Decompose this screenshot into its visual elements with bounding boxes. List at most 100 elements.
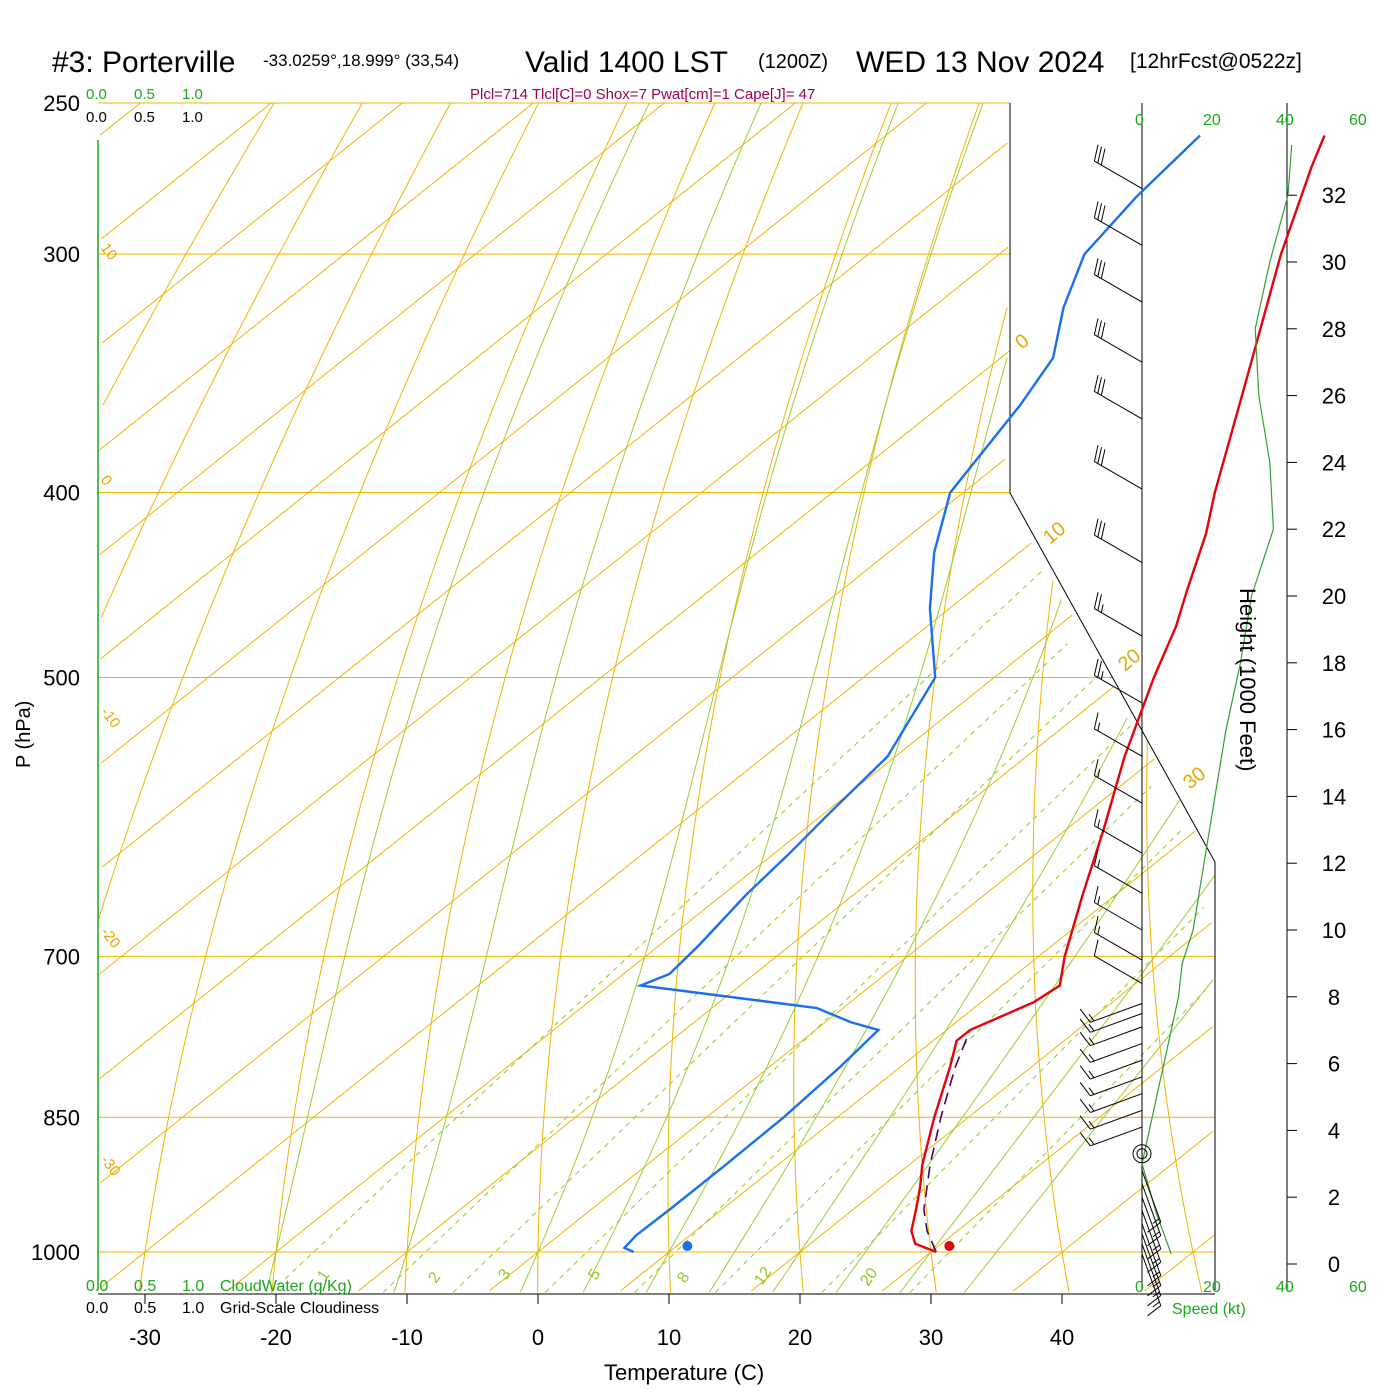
isotherm--40 (99, 458, 1006, 1184)
wind-barb (1079, 1059, 1143, 1080)
cloudwater-tick-top-0: 0.0 (86, 86, 107, 103)
y-axis-label: P (hPa) (13, 701, 35, 768)
wind-barb (1141, 1253, 1162, 1317)
isotherm--10 (357, 686, 1114, 1292)
forecast-label: [12hrFcst@0522z] (1130, 50, 1302, 73)
pressure-ticks: 250 300 400 500 700 850 1000 (31, 91, 80, 1265)
height-tick-label: 8 (1328, 985, 1340, 1010)
wind-barbs (1079, 144, 1162, 1317)
wind-barb (1093, 809, 1143, 854)
height-tick-label: 0 (1328, 1252, 1340, 1277)
wind-barb (1141, 1170, 1162, 1233)
height-tick-label: 14 (1322, 784, 1346, 809)
station-title: #3: Porterville (52, 46, 235, 79)
isotherm-label: 10 (97, 240, 121, 264)
wind-speed-trace (1141, 145, 1293, 1255)
cloudwater-tick-bottom-0: 0.0 (86, 1278, 108, 1295)
isotherm-label: -30 (97, 1152, 124, 1180)
cloudwater-tick-top-2: 1.0 (182, 86, 203, 103)
p-tick-label: 1000 (31, 1240, 80, 1265)
wind-barb (1093, 849, 1143, 894)
moist-adiabat-35 (964, 979, 1214, 1293)
height-tick-label: 32 (1322, 183, 1346, 208)
dry-adiabat-50 (1146, 741, 1203, 1293)
isotherm-label: -20 (97, 924, 124, 952)
x-tick-label: -30 (129, 1325, 161, 1350)
mixing-ratio-label: 20 (857, 1265, 881, 1289)
height-tick-label: 10 (1322, 918, 1346, 943)
dry-adiabat-20 (793, 102, 980, 1293)
speed-tick-bottom-3: 60 (1349, 1279, 1367, 1296)
wind-barb (1093, 201, 1143, 246)
p-tick-label: 300 (43, 242, 80, 267)
wind-barb (1141, 1183, 1162, 1247)
height-tick-label: 6 (1328, 1052, 1340, 1077)
wind-barb (1079, 1013, 1143, 1033)
utc-time: (1200Z) (758, 51, 828, 73)
wind-barb (1093, 258, 1143, 303)
isotherm-10 (619, 830, 1196, 1292)
x-tick-label: 20 (788, 1325, 812, 1350)
dry-adiabat-label: 0 (1011, 330, 1034, 354)
cloudiness-tick-bottom-0: 0.0 (86, 1300, 108, 1317)
height-tick-label: 24 (1322, 450, 1346, 475)
cloudwater-tick-bottom-2: 1.0 (182, 1278, 204, 1295)
isotherm--20 (226, 614, 1073, 1292)
mixing-ratio-8 (634, 785, 1152, 1293)
isotherm--60 (97, 246, 1009, 976)
dry-adiabat-10 (667, 102, 892, 1293)
dry-adiabat-label: 10 (1039, 518, 1070, 549)
cloudiness-tick-bottom-2: 1.0 (182, 1300, 204, 1317)
wind-barb (1093, 712, 1143, 757)
height-tick-label: 28 (1322, 317, 1346, 342)
sounding-series (622, 134, 1326, 1255)
isotherm--50 (98, 350, 1010, 1080)
mixing-ratio-2 (382, 643, 1068, 1293)
x-tick-label: 10 (657, 1325, 681, 1350)
height-tick-label: 18 (1322, 651, 1346, 676)
x-axis-label: Temperature (C) (604, 1360, 764, 1385)
wind-barb (1093, 592, 1143, 637)
wind-barb (1093, 916, 1143, 961)
cloudiness-label: Grid-Scale Cloudiness (220, 1300, 379, 1317)
isotherm--80 (100, 102, 927, 764)
station-coords: -33.0259°,18.999° (33,54) (263, 51, 459, 70)
p-tick-label: 400 (43, 481, 80, 506)
speed-tick-bottom-1: 20 (1203, 1279, 1221, 1296)
moist-adiabat-30 (899, 875, 1216, 1293)
dewpoint-trace (622, 134, 1201, 1254)
isotherm--130 (100, 102, 272, 240)
stability-indices: Plcl=714 Tlcl[C]=0 Shox=7 Pwat[cm]=1 Cap… (470, 86, 815, 103)
dry-adiabat--20 (271, 102, 628, 1293)
mixing-ratio-lines (270, 571, 1205, 1293)
mixing-ratio-label: 3 (495, 1266, 514, 1283)
wind-barb (1079, 1043, 1143, 1063)
p-tick-label: 850 (43, 1105, 80, 1130)
isotherm-20 (750, 922, 1212, 1292)
speed-tick-top-2: 40 (1276, 112, 1294, 129)
mixing-ratio-5 (544, 725, 1131, 1293)
wind-barb (1079, 1026, 1143, 1047)
isotherm-labels: 10 0 -10 -20 -30 (97, 240, 124, 1180)
moist-adiabat-10 (645, 357, 1008, 1293)
wind-barb (1093, 144, 1143, 189)
height-tick-label: 20 (1322, 584, 1346, 609)
temperature-trace (910, 135, 1326, 1254)
dry-adiabat-30 (914, 307, 1008, 1293)
height-tick-label: 22 (1322, 517, 1346, 542)
calm-wind-circle (1132, 1144, 1152, 1164)
parcel-trace (923, 1029, 971, 1253)
x-tick-label: 30 (919, 1325, 943, 1350)
cloudiness-tick-top-0: 0.0 (86, 109, 107, 126)
dry-adiabat-40 (1032, 580, 1070, 1293)
isotherm--110 (97, 102, 534, 452)
moist-adiabats (265, 102, 1216, 1293)
mixing-ratio-label: 12 (751, 1264, 775, 1288)
wind-barb (1079, 1076, 1143, 1097)
speed-label: Speed (kt) (1172, 1301, 1246, 1318)
isotherm--70 (101, 142, 1008, 868)
dry-adiabat--10 (404, 102, 716, 1293)
speed-tick-top-3: 60 (1349, 112, 1367, 129)
isotherms (97, 102, 1215, 1292)
